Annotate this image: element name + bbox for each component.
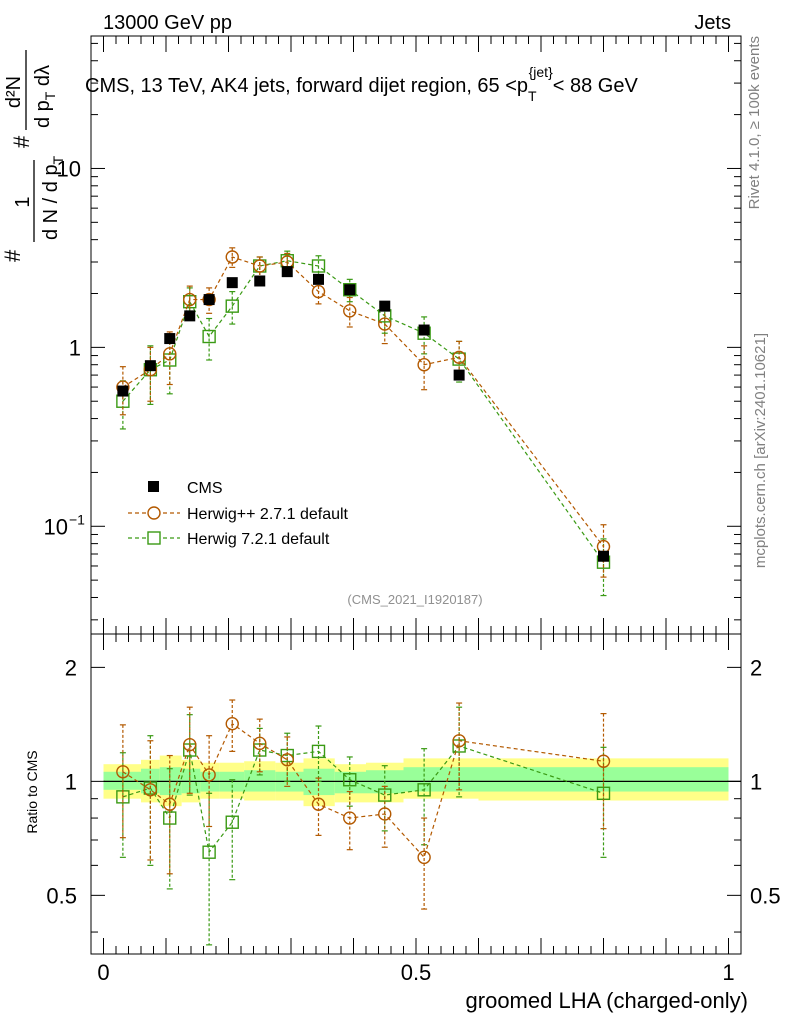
legend-label-cms: CMS [187, 480, 223, 497]
ylabel-frac1-num: 1 [12, 196, 34, 207]
ratio-herwig7-point [202, 845, 216, 859]
herwigpp-point [202, 292, 216, 307]
main-y-tick-label: 10 [57, 156, 81, 181]
ratio-axis-ticks: 0.5 0.5 1 1 2 2 0 0.5 1 [46, 634, 781, 985]
cms-point [418, 324, 430, 336]
ratio-herwig7-point [225, 815, 239, 829]
main-y-axis-label: # 1 d N / d pT # d²N d pT dλ [0, 50, 66, 262]
x-tick-label: 0.5 [401, 960, 432, 985]
rivet-label: Rivet 4.1.0, ≥ 100k events [746, 36, 763, 209]
herwigpp-point [311, 284, 326, 299]
ratio-herwigpp-point [343, 811, 357, 825]
ratio-y-tick-label-right: 2 [750, 655, 762, 680]
cms-point [117, 385, 129, 397]
header-right: Jets [694, 12, 731, 34]
main-y-tick-label: 1 [69, 335, 81, 360]
cms-point [184, 310, 196, 322]
herwigpp-point [225, 250, 239, 264]
ratio-herwigpp-point [225, 716, 239, 731]
ratio-herwig7-point [417, 783, 431, 797]
ratio-herwigpp-line [122, 722, 604, 859]
herwig7-point [225, 299, 239, 313]
ratio-herwig7-point [311, 744, 326, 759]
ratio-herwigpp-point [452, 734, 466, 748]
ratio-herwigpp-point [311, 797, 326, 811]
x-axis-label: groomed LHA (charged-only) [466, 988, 748, 1013]
ylabel-hash-2: # [9, 135, 34, 148]
ratio-uncertainty-band [103, 755, 729, 807]
ylabel-hash-1: # [0, 249, 25, 262]
ylabel-frac2-den: d pT dλ [32, 65, 58, 128]
herwig7-point [311, 259, 326, 273]
main-title: CMS, 13 TeV, AK4 jets, forward dijet reg… [85, 64, 638, 104]
mcplots-label: mcplots.cern.ch [arXiv:2401.10621] [752, 333, 769, 568]
ratio-herwigpp-point [378, 807, 392, 821]
legend-marker-herwig7 [147, 531, 161, 545]
legend-label-herwig7: Herwig 7.2.1 default [187, 531, 330, 548]
header-left: 13000 GeV pp [103, 12, 232, 34]
herwigpp-point [452, 350, 466, 365]
cms-point [598, 550, 609, 562]
ratio-herwigpp-point [116, 765, 130, 779]
ratio-y-tick-label: 2 [65, 655, 77, 680]
cms-point [313, 273, 324, 285]
herwigpp-point [163, 347, 177, 361]
cms-point [344, 284, 356, 296]
cms-point [281, 266, 293, 278]
x-tick-label: 1 [722, 960, 734, 985]
band-inner-segment [334, 771, 366, 794]
ylabel-frac2-num: d²N [3, 76, 25, 108]
herwigpp-point [378, 317, 392, 331]
herwigpp-point [343, 304, 357, 318]
herwig7-point [343, 283, 357, 297]
analysis-id: (CMS_2021_I1920187) [347, 592, 482, 607]
cms-point [203, 294, 215, 306]
cms-point [379, 300, 391, 312]
herwigpp-point [183, 292, 197, 307]
main-y-tick-exponent: −1 [69, 511, 85, 527]
legend: CMS Herwig++ 2.7.1 default Herwig 7.2.1 … [128, 480, 349, 548]
legend-label-herwigpp: Herwig++ 2.7.1 default [187, 506, 349, 523]
ratio-y-tick-label-right: 0.5 [750, 883, 781, 908]
ratio-y-tick-label-right: 1 [750, 769, 762, 794]
ratio-series [116, 699, 611, 946]
ratio-herwig7-point [343, 773, 357, 787]
ratio-y-axis-label: Ratio to CMS [24, 750, 40, 833]
ratio-herwigpp-point [280, 753, 294, 767]
cms-point [254, 275, 266, 287]
main-series [116, 247, 611, 597]
ratio-herwigpp-point [163, 797, 177, 811]
cms-point [144, 360, 156, 372]
ratio-y-tick-label: 1 [65, 769, 77, 794]
ratio-herwigpp-point [183, 737, 197, 752]
herwigpp-point [253, 259, 267, 273]
x-tick-label: 0 [97, 960, 109, 985]
cms-point [226, 277, 238, 289]
ratio-herwigpp-point [202, 768, 216, 782]
cms-point [164, 333, 176, 345]
ratio-herwigpp-point [253, 736, 267, 751]
ratio-herwigpp-point [596, 754, 611, 768]
ylabel-frac1-den: d N / d pT [40, 155, 66, 240]
herwigpp-point [417, 358, 431, 372]
band-inner-segment [403, 767, 479, 792]
ratio-herwigpp-point [143, 783, 158, 797]
legend-marker-cms [148, 481, 159, 492]
main-y-tick-label: 10 [44, 514, 68, 539]
legend-marker-herwigpp [147, 506, 161, 520]
ratio-y-tick-label: 0.5 [46, 883, 77, 908]
herwig7-point [202, 329, 216, 344]
herwigpp-line [122, 256, 604, 547]
cms-point [453, 369, 465, 381]
ratio-herwigpp-point [417, 850, 431, 865]
